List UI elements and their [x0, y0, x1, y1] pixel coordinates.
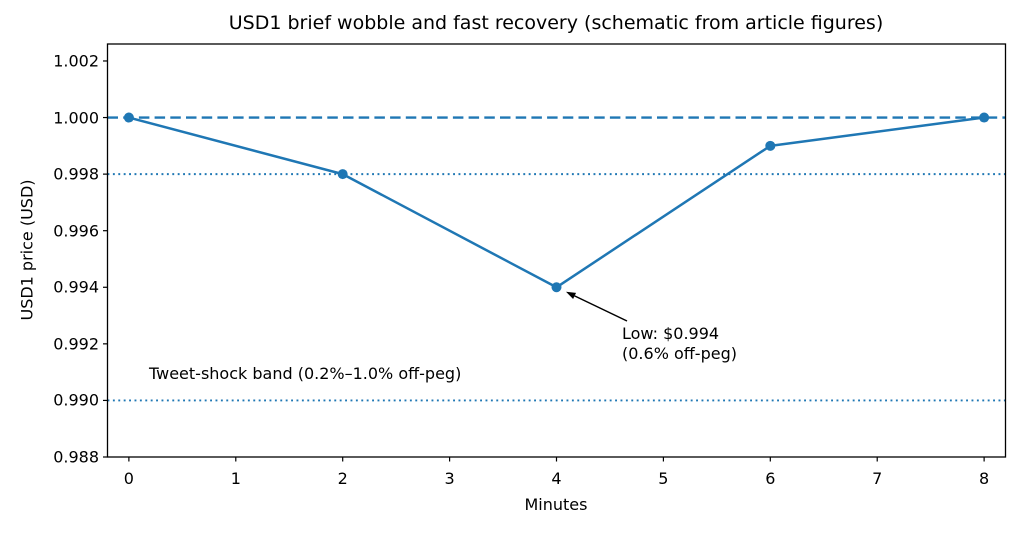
x-tick-label: 2: [337, 469, 348, 488]
x-tick-label: 4: [551, 469, 562, 488]
data-point-marker: [979, 112, 990, 123]
y-tick-label: 0.994: [53, 277, 99, 297]
data-point-marker: [765, 140, 776, 151]
x-tick-label: 8: [979, 469, 990, 488]
y-tick-label: 0.992: [53, 334, 99, 354]
data-point-marker: [337, 169, 348, 180]
low-annotation-line2: (0.6% off-peg): [622, 343, 737, 363]
y-tick-label: 1.002: [53, 51, 99, 71]
y-tick-label: 1.000: [53, 108, 99, 128]
tweet-shock-band-label: Tweet-shock band (0.2%–1.0% off-peg): [149, 364, 462, 383]
chart-title: USD1 brief wobble and fast recovery (sch…: [228, 12, 884, 34]
y-tick-label: 0.998: [53, 164, 99, 184]
data-point-marker: [551, 282, 562, 293]
y-tick-label: 0.988: [53, 447, 99, 467]
x-tick-label: 6: [765, 469, 776, 488]
x-tick-label: 5: [658, 469, 669, 488]
y-tick-label: 0.996: [53, 221, 99, 241]
x-tick-label: 1: [230, 469, 241, 488]
y-tick-label: 0.990: [53, 390, 99, 410]
x-tick-label: 0: [123, 469, 134, 488]
low-annotation-line1: Low: $0.994: [622, 324, 720, 343]
annotation-arrowhead: [566, 291, 577, 299]
annotation-arrow-line: [574, 295, 628, 322]
x-tick-label: 3: [444, 469, 455, 488]
low-point-annotation: Low: $0.994 (0.6% off-peg): [622, 324, 737, 363]
x-tick-label: 7: [872, 469, 883, 488]
plot-border: [106, 43, 1007, 458]
data-point-marker: [123, 112, 134, 123]
x-axis-label: Minutes: [524, 495, 588, 514]
price-line: [127, 116, 986, 289]
